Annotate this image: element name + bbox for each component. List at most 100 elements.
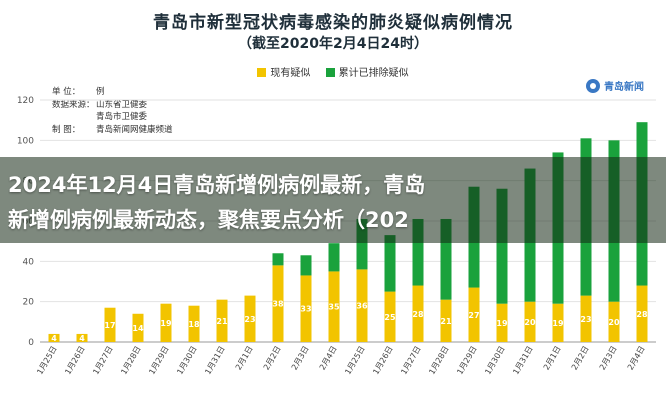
source-info: 单 位： 例 数据来源：山东省卫健委 青岛市卫健委 制 图： 青岛新闻网健康频道 — [52, 86, 173, 136]
x-tick-label: 1月25日 — [35, 345, 58, 377]
data-label-existing: 14 — [132, 324, 144, 333]
info-value: 例 — [96, 87, 105, 97]
x-tick-label: 2月3日 — [598, 345, 619, 372]
data-label-existing: 4 — [79, 334, 85, 343]
bar-existing — [76, 333, 88, 342]
data-label-existing: 21 — [440, 317, 452, 326]
data-label-existing: 36 — [356, 302, 368, 311]
bar-existing — [468, 287, 480, 342]
x-tick-label: 1月27日 — [399, 345, 422, 377]
bar-existing — [216, 299, 228, 342]
x-tick-label: 1月25日 — [343, 345, 366, 377]
bar-existing — [244, 295, 256, 342]
bar-existing — [524, 301, 536, 342]
bar-excluded — [272, 253, 284, 266]
data-label-existing: 19 — [160, 319, 172, 328]
bar-existing — [496, 303, 508, 342]
data-label-existing: 21 — [216, 317, 228, 326]
legend-item-excluded: 累计已排除疑似 — [325, 64, 409, 79]
info-value: 青岛新闻网健康频道 — [96, 124, 173, 135]
bar-excluded — [440, 218, 452, 300]
x-tick-label: 1月29日 — [147, 345, 170, 377]
x-tick-label: 2月2日 — [570, 345, 591, 372]
x-tick-label: 1月27日 — [91, 345, 114, 377]
logo-text: 青岛新闻 — [604, 82, 644, 93]
data-label-existing: 27 — [468, 311, 479, 320]
data-label-existing: 38 — [272, 300, 284, 309]
bar-existing — [300, 275, 312, 342]
info-key: 数据来源： — [52, 99, 95, 110]
y-tick-label: 120 — [17, 96, 34, 106]
info-value: 山东省卫健委 — [96, 99, 148, 110]
legend-swatch-excluded — [325, 68, 335, 77]
chart-subtitle: （截至2020年2月4日24时） — [238, 36, 428, 52]
x-tick-label: 2月4日 — [626, 345, 647, 372]
headline-line-2: 新增例病例最新动态，聚焦要点分析（202 — [8, 208, 409, 232]
x-tick-label: 1月30日 — [483, 345, 506, 377]
info-key: 单 位： — [52, 87, 81, 97]
x-tick-label: 1月31日 — [203, 345, 226, 377]
x-tick-label: 2月3日 — [290, 345, 311, 372]
bar-existing — [160, 303, 172, 342]
data-label-existing: 20 — [608, 318, 620, 327]
x-tick-label: 1月28日 — [427, 345, 450, 377]
bar-existing — [580, 295, 592, 342]
legend-label-excluded: 累计已排除疑似 — [338, 68, 409, 79]
x-axis: 1月25日 1月26日 1月27日 1月28日 1月29日 1月30日 1月31日 2月1日 2… — [35, 345, 646, 377]
bar-existing — [608, 301, 620, 342]
x-tick-label: 1月30日 — [175, 345, 198, 377]
bar-existing — [48, 333, 60, 342]
data-label-existing: 25 — [384, 313, 396, 322]
y-tick-label: 100 — [17, 136, 34, 146]
x-tick-label: 1月28日 — [119, 345, 142, 377]
logo-mark-icon — [586, 78, 600, 93]
data-label-existing: 23 — [244, 315, 255, 324]
x-tick-label: 1月31日 — [511, 345, 534, 377]
y-tick-label: 0 — [28, 338, 34, 348]
bar-excluded — [300, 255, 312, 276]
headline-line-1: 2024年12月4日青岛新增例病例最新，青岛 — [8, 173, 426, 197]
x-tick-label: 2月1日 — [542, 345, 563, 372]
legend-item-existing: 现有疑似 — [257, 64, 310, 79]
bar-existing — [188, 305, 200, 342]
bar-existing — [328, 271, 340, 342]
chart-legend: 现有疑似 累计已排除疑似 — [0, 64, 666, 79]
x-tick-label: 1月26日 — [63, 345, 86, 377]
data-label-existing: 19 — [552, 319, 564, 328]
bar-existing — [440, 299, 452, 342]
bar-existing — [384, 291, 396, 342]
legend-label-existing: 现有疑似 — [270, 68, 311, 79]
data-label-existing: 20 — [524, 318, 536, 327]
data-label-existing: 4 — [51, 334, 57, 343]
bar-excluded — [356, 218, 368, 270]
x-tick-label: 1月29日 — [455, 345, 478, 377]
x-tick-label: 1月26日 — [371, 345, 394, 377]
y-tick-label: 40 — [23, 257, 35, 267]
data-label-existing: 23 — [580, 315, 591, 324]
data-label-existing: 17 — [104, 321, 115, 330]
bar-existing — [104, 307, 116, 342]
data-label-existing: 18 — [188, 320, 200, 329]
info-row-source: 数据来源：山东省卫健委 — [52, 99, 173, 112]
site-logo: 青岛新闻 — [586, 78, 644, 93]
x-tick-label: 2月1日 — [234, 345, 255, 372]
bar-existing — [132, 313, 144, 342]
y-tick-label: 20 — [23, 298, 35, 308]
bar-existing — [552, 303, 564, 342]
info-key: 制 图： — [52, 124, 81, 135]
bar-excluded — [496, 188, 508, 304]
chart-title: 青岛市新型冠状病毒感染的肺炎疑似病例情况 — [153, 13, 513, 33]
legend-swatch-existing — [257, 68, 267, 77]
info-row-source-2: 青岛市卫健委 — [52, 111, 173, 124]
data-label-existing: 28 — [636, 310, 648, 319]
x-tick-label: 2月2日 — [262, 345, 283, 372]
bar-existing — [412, 285, 424, 342]
info-value: 青岛市卫健委 — [96, 112, 148, 122]
data-label-existing: 28 — [412, 310, 424, 319]
data-label-existing: 19 — [496, 319, 508, 328]
x-tick-label: 2月4日 — [318, 345, 339, 372]
info-row-unit: 单 位： 例 — [52, 86, 173, 99]
bar-excluded — [412, 218, 424, 286]
info-row-credit: 制 图： 青岛新闻网健康频道 — [52, 124, 173, 137]
